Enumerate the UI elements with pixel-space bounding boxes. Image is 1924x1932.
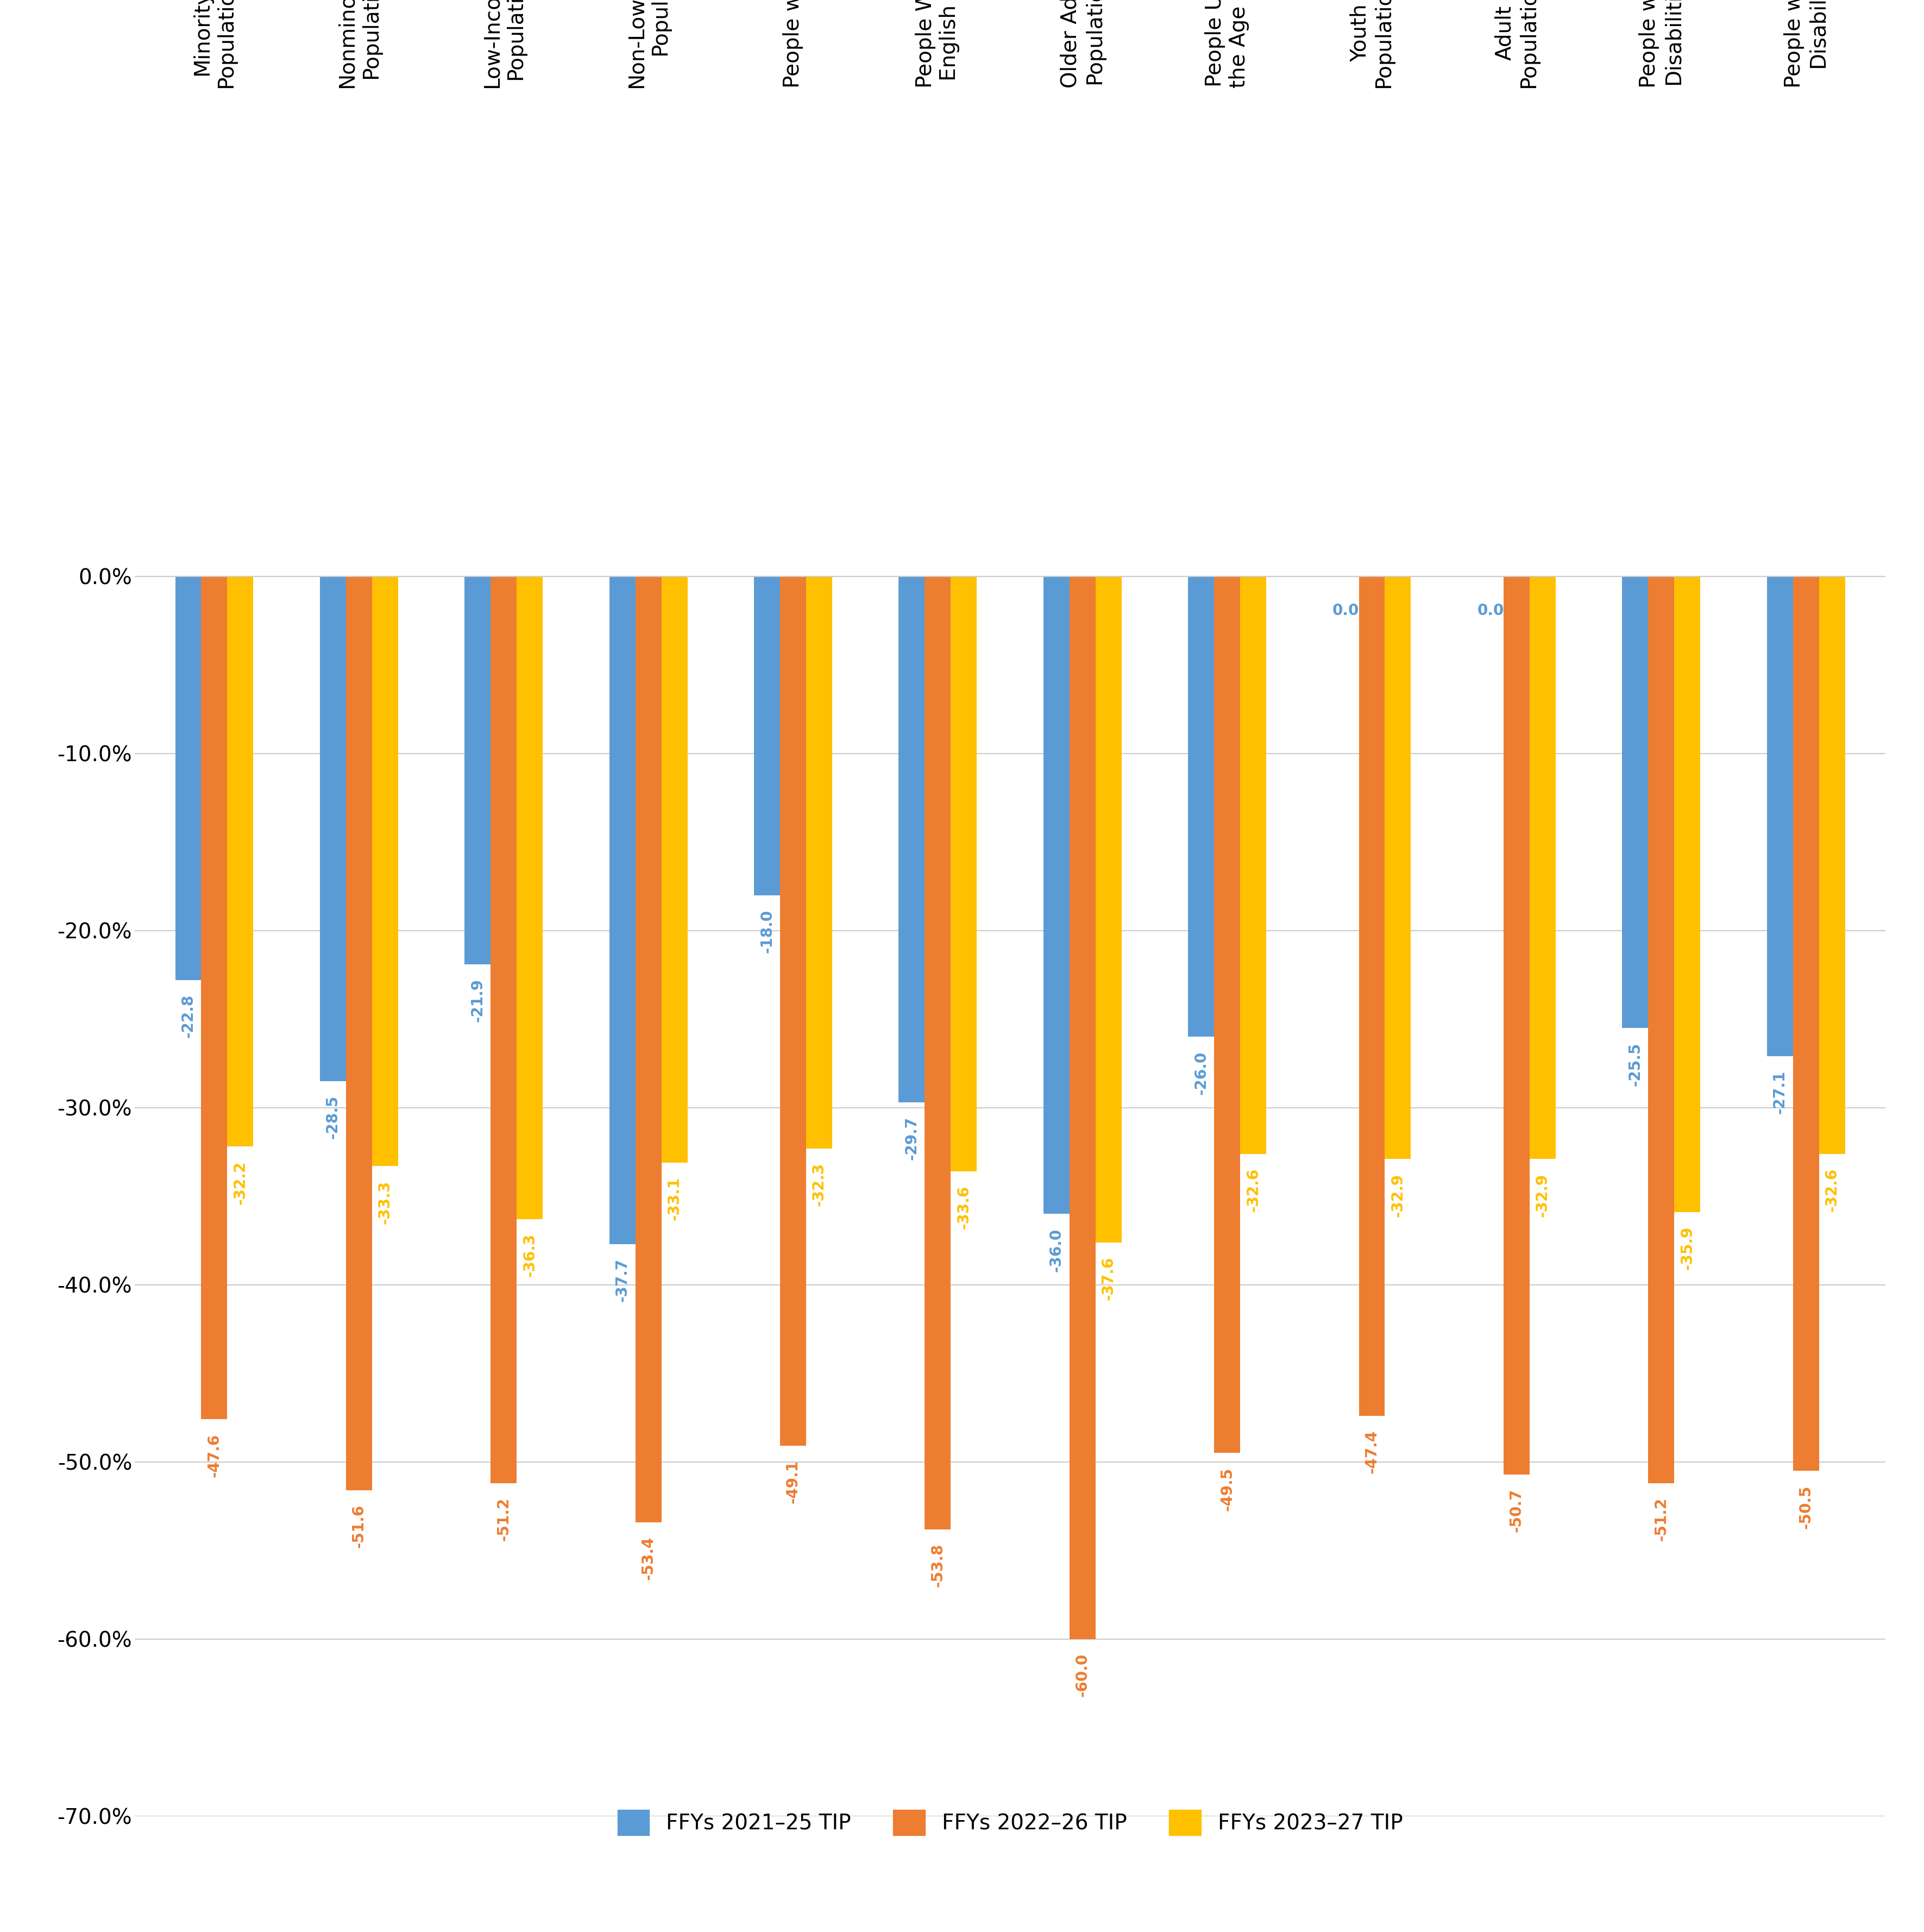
Bar	[754, 576, 779, 895]
Text: -35.9: -35.9	[1680, 1227, 1695, 1269]
Bar	[1649, 576, 1674, 1484]
Bar	[1622, 576, 1649, 1028]
Text: -33.6: -33.6	[956, 1186, 972, 1229]
Bar	[371, 576, 398, 1167]
Bar	[662, 576, 687, 1163]
Bar	[227, 576, 254, 1146]
Text: -33.3: -33.3	[377, 1180, 392, 1223]
Text: -36.0: -36.0	[1049, 1229, 1064, 1271]
Bar	[806, 576, 831, 1148]
Bar	[1793, 576, 1818, 1470]
Text: -26.0: -26.0	[1193, 1051, 1208, 1095]
Text: -47.4: -47.4	[1364, 1430, 1380, 1474]
Text: -50.5: -50.5	[1799, 1486, 1814, 1528]
Text: -32.6: -32.6	[1824, 1167, 1839, 1211]
Bar	[1358, 576, 1385, 1416]
Bar	[1674, 576, 1701, 1211]
Bar	[1818, 576, 1845, 1153]
Bar	[319, 576, 346, 1082]
Bar	[346, 576, 371, 1490]
Bar	[175, 576, 202, 980]
Text: -47.6: -47.6	[206, 1434, 221, 1478]
Text: -18.0: -18.0	[760, 910, 775, 952]
Text: -37.6: -37.6	[1101, 1256, 1116, 1300]
Text: -22.8: -22.8	[181, 995, 196, 1037]
Text: -49.5: -49.5	[1220, 1466, 1235, 1511]
Bar	[779, 576, 806, 1445]
Text: 0.0: 0.0	[1333, 603, 1358, 618]
Bar	[1385, 576, 1410, 1159]
Bar	[1530, 576, 1557, 1159]
Text: -53.8: -53.8	[929, 1544, 945, 1586]
Legend: FFYs 2021–25 TIP, FFYs 2022–26 TIP, FFYs 2023–27 TIP: FFYs 2021–25 TIP, FFYs 2022–26 TIP, FFYs…	[596, 1789, 1424, 1857]
Bar	[1214, 576, 1241, 1453]
Bar	[464, 576, 491, 964]
Text: -33.1: -33.1	[668, 1177, 681, 1221]
Bar	[202, 576, 227, 1420]
Text: -53.4: -53.4	[641, 1536, 656, 1580]
Text: -21.9: -21.9	[469, 978, 485, 1022]
Bar	[610, 576, 635, 1244]
Text: -32.9: -32.9	[1535, 1173, 1551, 1217]
Text: -50.7: -50.7	[1508, 1488, 1524, 1532]
Text: -32.9: -32.9	[1391, 1173, 1406, 1217]
Text: -32.2: -32.2	[233, 1161, 248, 1204]
Bar	[1503, 576, 1530, 1474]
Bar	[1189, 576, 1214, 1037]
Bar	[491, 576, 518, 1484]
Bar	[1095, 576, 1122, 1242]
Bar	[518, 576, 543, 1219]
Text: -27.1: -27.1	[1772, 1070, 1787, 1115]
Bar	[1766, 576, 1793, 1057]
Bar	[925, 576, 950, 1528]
Text: -51.6: -51.6	[352, 1505, 367, 1548]
Bar	[950, 576, 977, 1171]
Bar	[1043, 576, 1070, 1213]
Text: -37.7: -37.7	[614, 1258, 629, 1302]
Text: -32.3: -32.3	[812, 1163, 827, 1206]
Text: -28.5: -28.5	[325, 1095, 341, 1140]
Text: 0.0: 0.0	[1478, 603, 1505, 618]
Text: -51.2: -51.2	[496, 1497, 512, 1542]
Text: -29.7: -29.7	[904, 1117, 920, 1159]
Text: -51.2: -51.2	[1653, 1497, 1668, 1542]
Text: -60.0: -60.0	[1076, 1654, 1091, 1696]
Bar	[1070, 576, 1095, 1638]
Text: -32.6: -32.6	[1245, 1167, 1260, 1211]
Text: -25.5: -25.5	[1628, 1041, 1643, 1086]
Text: -36.3: -36.3	[521, 1233, 537, 1277]
Text: -49.1: -49.1	[785, 1461, 800, 1503]
Bar	[1241, 576, 1266, 1153]
Bar	[899, 576, 925, 1103]
Bar	[635, 576, 662, 1522]
